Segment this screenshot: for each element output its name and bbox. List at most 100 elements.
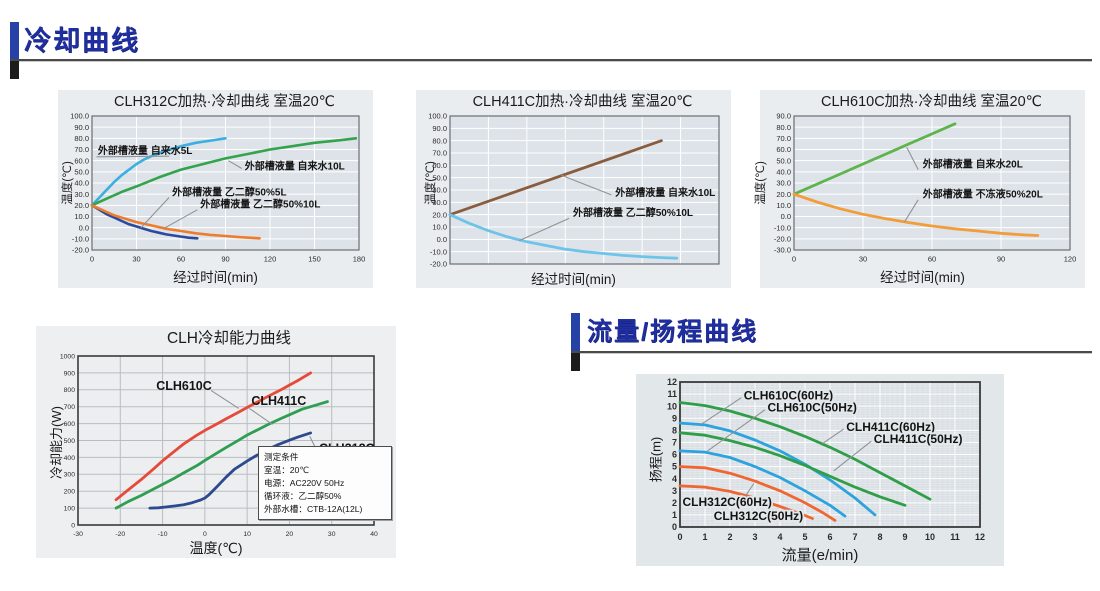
flow-head-chart: 扬程(m) CLH610C(60Hz) CLH610C(50Hz) CLH411C(… (636, 374, 1004, 566)
svg-text:0: 0 (203, 531, 207, 538)
svg-text:11: 11 (667, 389, 677, 399)
svg-text:40.0: 40.0 (74, 179, 89, 188)
clh312c-plot: 外部槽液量 自来水5L 外部槽液量 自来水10L 外部槽液量 乙二醇50%5L外部槽… (70, 112, 365, 264)
svg-text:-20.0: -20.0 (430, 260, 447, 269)
svg-text:1: 1 (702, 532, 707, 542)
svg-text:0: 0 (677, 532, 682, 542)
svg-text:300: 300 (64, 472, 76, 479)
cooling-capacity-chart: CLH冷却能力曲线 冷却能力(W) CLH610CCLH411CCLH312C-… (36, 326, 396, 558)
svg-text:10: 10 (243, 531, 251, 538)
svg-text:外部槽液量 自来水5L: 外部槽液量 自来水5L (97, 144, 192, 157)
svg-text:90.0: 90.0 (432, 124, 447, 133)
svg-text:-10: -10 (158, 531, 168, 538)
section-underline (571, 351, 1092, 353)
svg-text:30.0: 30.0 (74, 190, 89, 199)
svg-text:60: 60 (177, 255, 185, 264)
svg-text:0.0: 0.0 (79, 223, 89, 232)
svg-text:100.0: 100.0 (428, 112, 447, 121)
svg-text:90: 90 (997, 255, 1005, 264)
svg-text:5: 5 (672, 462, 677, 472)
svg-text:100: 100 (64, 505, 76, 512)
svg-text:-10.0: -10.0 (430, 247, 447, 256)
svg-text:CLH411C: CLH411C (251, 394, 306, 408)
svg-text:30: 30 (328, 531, 336, 538)
svg-text:20.0: 20.0 (776, 190, 791, 199)
svg-text:50.0: 50.0 (432, 173, 447, 182)
svg-text:30: 30 (859, 255, 867, 264)
svg-text:-20.0: -20.0 (774, 234, 791, 243)
svg-text:7: 7 (852, 532, 857, 542)
svg-text:50.0: 50.0 (776, 156, 791, 165)
svg-text:6: 6 (827, 532, 832, 542)
svg-text:6: 6 (672, 450, 677, 460)
svg-text:80.0: 80.0 (776, 123, 791, 132)
chart-title: CLH312C加热·冷却曲线 室温20℃ (114, 94, 335, 110)
svg-text:60.0: 60.0 (432, 161, 447, 170)
svg-text:20.0: 20.0 (74, 201, 89, 210)
svg-text:-30.0: -30.0 (774, 246, 791, 255)
section-accent-bar-black (571, 353, 580, 371)
clh411c-cooling-chart: CLH411C加热·冷却曲线 室温20℃ 温度(℃) 外部槽液量 自来水10L 外… (416, 90, 731, 288)
svg-text:0.0: 0.0 (437, 235, 447, 244)
svg-text:-10.0: -10.0 (774, 223, 791, 232)
section-accent-bar (571, 313, 580, 351)
conditions-line: 电源：AC220V 50Hz (264, 477, 345, 488)
svg-text:外部槽液量 乙二醇50%5L: 外部槽液量 乙二醇50%5L (171, 185, 286, 198)
svg-text:10.0: 10.0 (432, 223, 447, 232)
clh610c-cooling-chart: CLH610C加热·冷却曲线 室温20℃ 温度(℃) 外部槽液量 自来水20L 外… (755, 90, 1085, 288)
conditions-line: 测定条件 (264, 452, 299, 462)
svg-text:150: 150 (308, 255, 321, 264)
svg-text:40.0: 40.0 (776, 167, 791, 176)
svg-text:60: 60 (928, 255, 936, 264)
svg-text:0: 0 (792, 255, 796, 264)
svg-text:11: 11 (950, 532, 960, 542)
svg-text:10.0: 10.0 (74, 212, 89, 221)
svg-text:10: 10 (925, 532, 935, 542)
section-title-flow-head-curves: 流量/扬程曲线 (587, 318, 758, 346)
svg-text:-20.0: -20.0 (72, 246, 89, 255)
svg-text:12: 12 (975, 532, 985, 542)
conditions-line: 室温：20℃ (264, 464, 309, 475)
chart-title: CLH冷却能力曲线 (166, 330, 291, 347)
chart-title: CLH610C加热·冷却曲线 室温20℃ (821, 94, 1042, 110)
section-title-cooling-curves: 冷却曲线 (24, 26, 140, 56)
svg-text:外部槽液量 乙二醇50%10L: 外部槽液量 乙二醇50%10L (199, 198, 320, 211)
svg-text:外部槽液量 自来水10L: 外部槽液量 自来水10L (614, 186, 715, 199)
svg-text:CLH610C(50Hz): CLH610C(50Hz) (768, 401, 857, 415)
svg-text:30.0: 30.0 (776, 179, 791, 188)
svg-text:0: 0 (672, 522, 677, 532)
clh411c-plot: 外部槽液量 自来水10L 外部槽液量 乙二醇50%10L -20.0 -10.0 0.0… (428, 112, 720, 269)
svg-text:0: 0 (90, 255, 94, 264)
measurement-conditions-box: 测定条件 室温：20℃ 电源：AC220V 50Hz 循环液：乙二醇50% 外部… (258, 446, 392, 521)
svg-text:40: 40 (370, 531, 378, 538)
svg-text:5: 5 (802, 532, 807, 542)
svg-text:3: 3 (752, 532, 757, 542)
svg-text:90: 90 (221, 255, 229, 264)
svg-text:60.0: 60.0 (776, 145, 791, 154)
section-underline (10, 59, 1092, 61)
svg-text:20.0: 20.0 (432, 210, 447, 219)
svg-text:0: 0 (71, 522, 75, 529)
svg-text:70.0: 70.0 (776, 134, 791, 143)
svg-text:200: 200 (64, 489, 76, 496)
chart-title: CLH411C加热·冷却曲线 室温20℃ (472, 94, 693, 110)
svg-text:70.0: 70.0 (432, 149, 447, 158)
svg-text:60.0: 60.0 (74, 156, 89, 165)
x-axis-label: 经过时间(min) (173, 270, 258, 285)
svg-text:9: 9 (902, 532, 907, 542)
svg-text:2: 2 (672, 498, 677, 508)
svg-text:400: 400 (64, 455, 76, 462)
svg-text:9: 9 (672, 413, 677, 423)
svg-text:CLH610C: CLH610C (156, 379, 212, 393)
svg-text:2: 2 (727, 532, 732, 542)
x-axis-label: 经过时间(min) (531, 272, 616, 287)
svg-text:80.0: 80.0 (432, 136, 447, 145)
svg-text:70.0: 70.0 (74, 145, 89, 154)
svg-text:1000: 1000 (60, 353, 75, 360)
svg-text:800: 800 (64, 387, 76, 394)
svg-text:CLH312C(50Hz): CLH312C(50Hz) (714, 509, 803, 523)
svg-text:4: 4 (672, 474, 677, 484)
svg-text:700: 700 (64, 404, 76, 411)
svg-text:外部槽液量 自来水20L: 外部槽液量 自来水20L (922, 157, 1023, 170)
